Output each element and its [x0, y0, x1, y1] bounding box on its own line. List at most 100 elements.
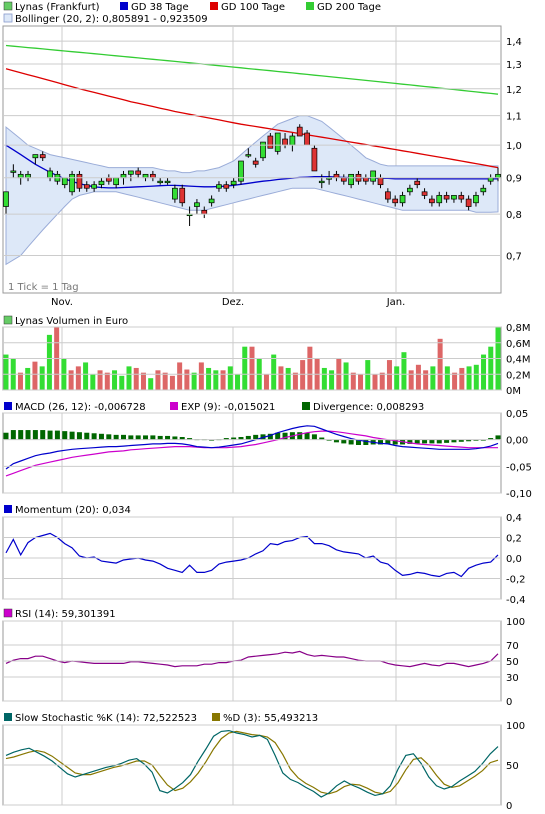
volume-bar-41 — [300, 360, 306, 390]
gd100-line — [5, 68, 499, 169]
price-panel: 0,7 0,8 0,9 1,0 1,1 1,2 1,3 1,4 1 Tick = 1 Tag — [2, 25, 522, 294]
volume-bar-10 — [75, 366, 81, 390]
volume-bar-26 — [191, 372, 197, 390]
volume-bar-51 — [372, 374, 378, 390]
y-tick-label-2: 0,00 — [506, 436, 528, 447]
candle-body-22 — [164, 180, 171, 184]
candle-body-14 — [105, 177, 112, 182]
candle-body-51 — [377, 177, 384, 186]
legend-swatch-momentum — [4, 505, 12, 513]
y-tick-label-2: 0,0 — [506, 554, 522, 565]
macd-y-ticks: -0,10 -0,05 0,00 0,05 — [3, 409, 532, 500]
y-tick-label-2: 100 — [506, 721, 525, 732]
divergence-bar-41 — [304, 432, 310, 440]
volume-bar-63 — [459, 367, 465, 390]
candle-body-4 — [32, 154, 39, 159]
divergence-bar-32 — [238, 437, 244, 440]
candle-body-20 — [150, 173, 156, 179]
volume-bar-23 — [169, 375, 175, 390]
divergence-bar-7 — [54, 430, 60, 440]
candle-body-17 — [127, 170, 134, 175]
divergence-bar-25 — [187, 438, 193, 440]
candle-body-39 — [289, 135, 296, 146]
legend-swatch-gd38 — [120, 2, 128, 10]
divergence-bar-19 — [143, 435, 149, 440]
y-tick-label-0: 0 — [506, 801, 512, 812]
volume-bar-47 — [343, 362, 349, 390]
rsi-panel: RSI (14): 59,301391 0 30 50 70 100 — [2, 608, 525, 708]
macd-grid — [61, 413, 397, 493]
legend-bollinger: Bollinger (20, 2): 0,805891 - 0,923509 — [15, 14, 208, 25]
volume-bar-40 — [292, 372, 298, 390]
divergence-bar-46 — [341, 439, 347, 444]
y-tick-label-6: 1,3 — [506, 60, 522, 71]
y-tick-label-0: 0,7 — [506, 251, 522, 262]
divergence-bar-45 — [333, 439, 339, 443]
y-tick-label-0: 0 — [506, 697, 512, 708]
candle-body-33 — [245, 154, 252, 157]
candle-body-12 — [91, 184, 97, 189]
legend-gd200: GD 200 Tage — [317, 2, 381, 13]
candle-body-50 — [370, 170, 377, 182]
volume-bar-52 — [379, 372, 385, 390]
legend-swatch-exp — [170, 402, 178, 410]
volume-bar-28 — [206, 367, 212, 390]
y-tick-label-1: 50 — [506, 761, 519, 772]
divergence-bar-53 — [392, 439, 398, 445]
candle-body-15 — [113, 177, 119, 186]
divergence-bar-20 — [150, 435, 156, 440]
volume-bar-37 — [271, 354, 277, 390]
candle-body-34 — [252, 160, 259, 165]
candle-body-54 — [399, 195, 406, 204]
candle-body-38 — [282, 138, 288, 146]
stochastic-y-ticks: 0 50 100 — [3, 721, 525, 812]
y-tick-label-7: 1,4 — [506, 37, 522, 48]
divergence-bar-60 — [444, 439, 450, 443]
volume-panel: Lynas Volumen in Euro 0M 0,2M 0,4M 0,6M 0,8M — [2, 315, 531, 397]
candle-body-43 — [318, 180, 325, 184]
candle-body-66 — [487, 177, 494, 182]
candle-body-40 — [296, 126, 303, 137]
momentum-panel: Momentum (20): 0,034 -0,4 -0,2 0,0 0,2 0,4 — [2, 505, 526, 606]
candle-body-45 — [333, 173, 340, 179]
volume-bar-57 — [415, 364, 421, 390]
macd-panel: MACD (26, 12): -0,006728 EXP (9): -0,015… — [2, 402, 532, 500]
legend-swatch-volume — [3, 315, 13, 325]
volume-bar-19 — [140, 372, 146, 390]
volume-bar-34 — [249, 346, 255, 390]
y-tick-label-0: -0,4 — [506, 595, 526, 606]
candle-body-27 — [201, 209, 208, 215]
volume-bar-33 — [242, 346, 248, 390]
volume-bar-42 — [307, 346, 313, 390]
legend-stoch-d: %D (3): 55,493213 — [223, 713, 318, 724]
legend-swatch-stoch-d — [212, 713, 220, 721]
divergence-bar-64 — [473, 439, 479, 441]
volume-bar-18 — [133, 367, 139, 390]
legend-macd: MACD (26, 12): -0,006728 — [15, 402, 146, 413]
candle-body-31 — [230, 180, 237, 186]
volume-bar-59 — [430, 366, 436, 390]
rsi-title: RSI (14): 59,301391 — [15, 609, 116, 620]
volume-bar-25 — [184, 369, 190, 390]
divergence-bar-57 — [422, 439, 428, 444]
macd-exp-line — [5, 430, 498, 477]
x-label-dez: Dez. — [222, 297, 244, 308]
volume-bar-15 — [112, 370, 118, 390]
volume-bar-44 — [321, 367, 327, 390]
volume-bar-17 — [126, 366, 132, 390]
divergence-bar-63 — [466, 439, 472, 442]
candle-body-60 — [443, 195, 450, 200]
candle-body-65 — [480, 187, 487, 193]
divergence-bar-21 — [157, 435, 163, 440]
candle-body-21 — [157, 180, 164, 184]
candle-body-41 — [304, 132, 310, 146]
divergence-bar-59 — [436, 439, 442, 444]
volume-bar-2 — [17, 372, 23, 390]
divergence-bar-10 — [76, 432, 82, 440]
candle-body-32 — [238, 160, 244, 182]
divergence-bar-15 — [113, 434, 119, 440]
candle-body-19 — [142, 173, 149, 179]
divergence-bar-9 — [69, 431, 75, 440]
divergence-bar-14 — [106, 434, 112, 440]
y-tick-label-4: 1,1 — [506, 112, 522, 123]
